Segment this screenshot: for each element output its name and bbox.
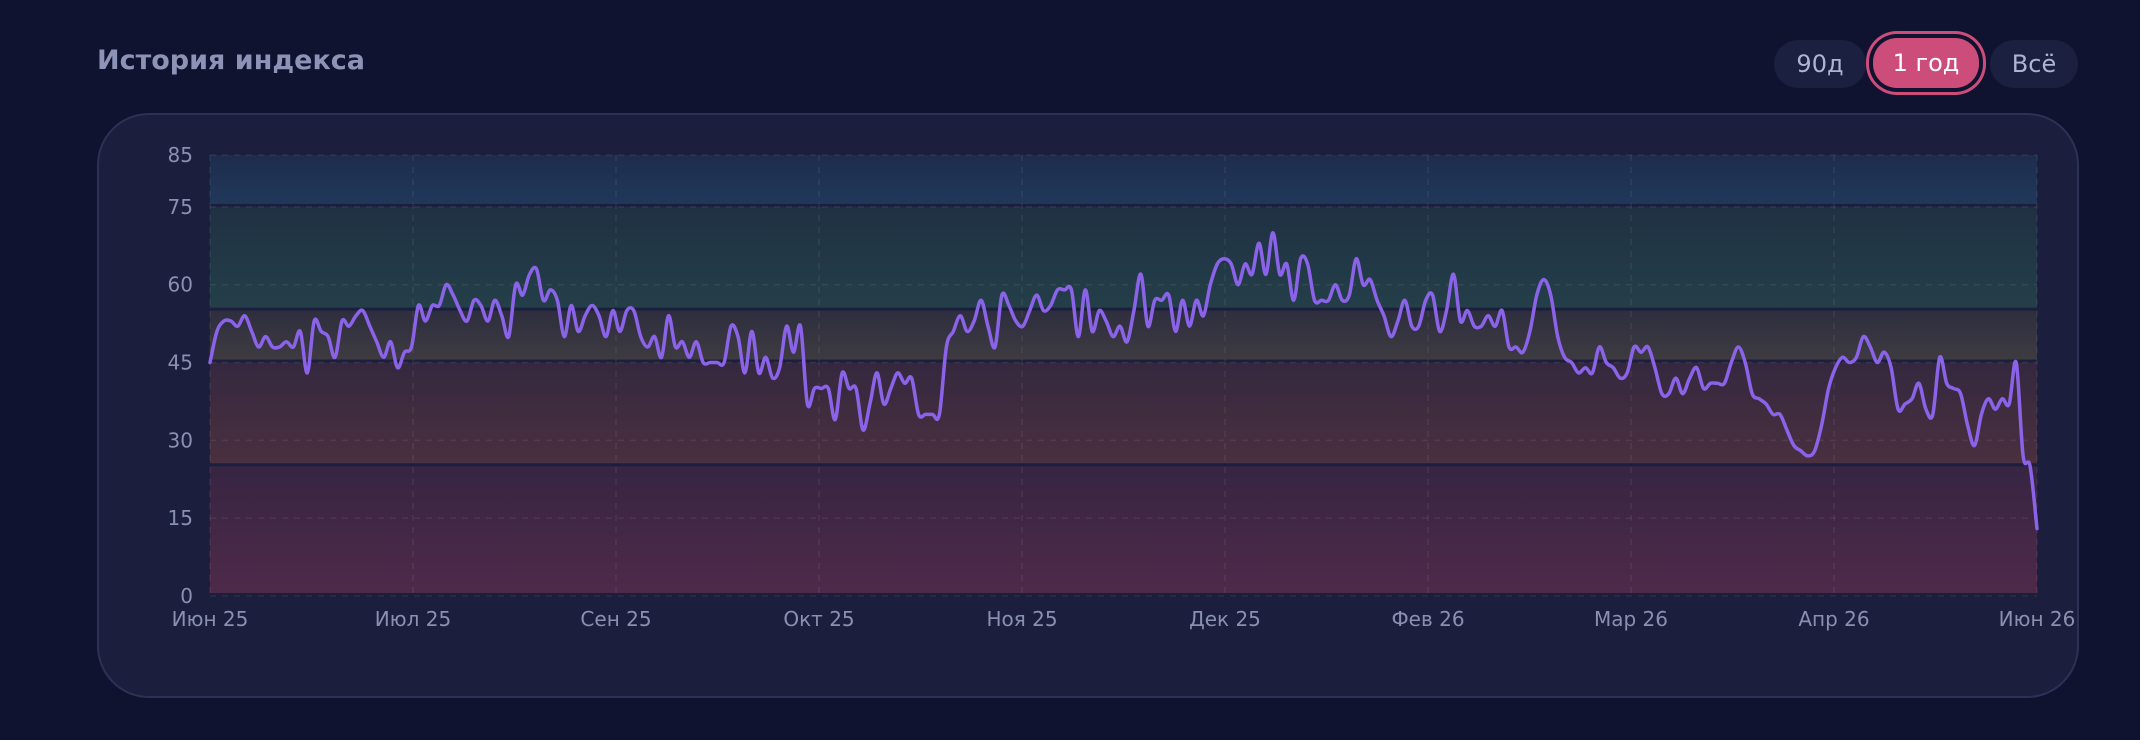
y-tick-label: 0 [180,584,193,608]
zone-band [210,466,2037,593]
x-tick-label: Фев 26 [1391,607,1464,631]
y-tick-label: 75 [168,195,193,219]
y-tick-label: 15 [168,506,193,530]
x-tick-label: Мар 26 [1594,607,1668,631]
y-tick-label: 60 [168,273,193,297]
x-tick-label: Дек 25 [1189,607,1261,631]
x-tick-label: Окт 25 [783,607,854,631]
x-tick-label: Июн 26 [1999,607,2076,631]
zone-band [210,362,2037,464]
y-tick-label: 45 [168,351,193,375]
x-tick-label: Сен 25 [580,607,651,631]
y-tick-label: 30 [168,428,193,452]
zone-band [210,155,2037,204]
x-tick-label: Июл 25 [375,607,451,631]
zone-band [210,206,2037,308]
page-title: История индекса [97,45,366,76]
y-tick-label: 85 [168,143,193,167]
range-1y-button[interactable]: 1 год [1873,38,1979,88]
range-90d-button[interactable]: 90д [1774,40,1866,88]
series-line [208,231,2039,531]
x-tick-label: Апр 26 [1798,607,1869,631]
x-tick-label: Июн 25 [172,607,249,631]
x-tick-label: Ноя 25 [986,607,1057,631]
range-all-button[interactable]: Всё [1990,40,2078,88]
